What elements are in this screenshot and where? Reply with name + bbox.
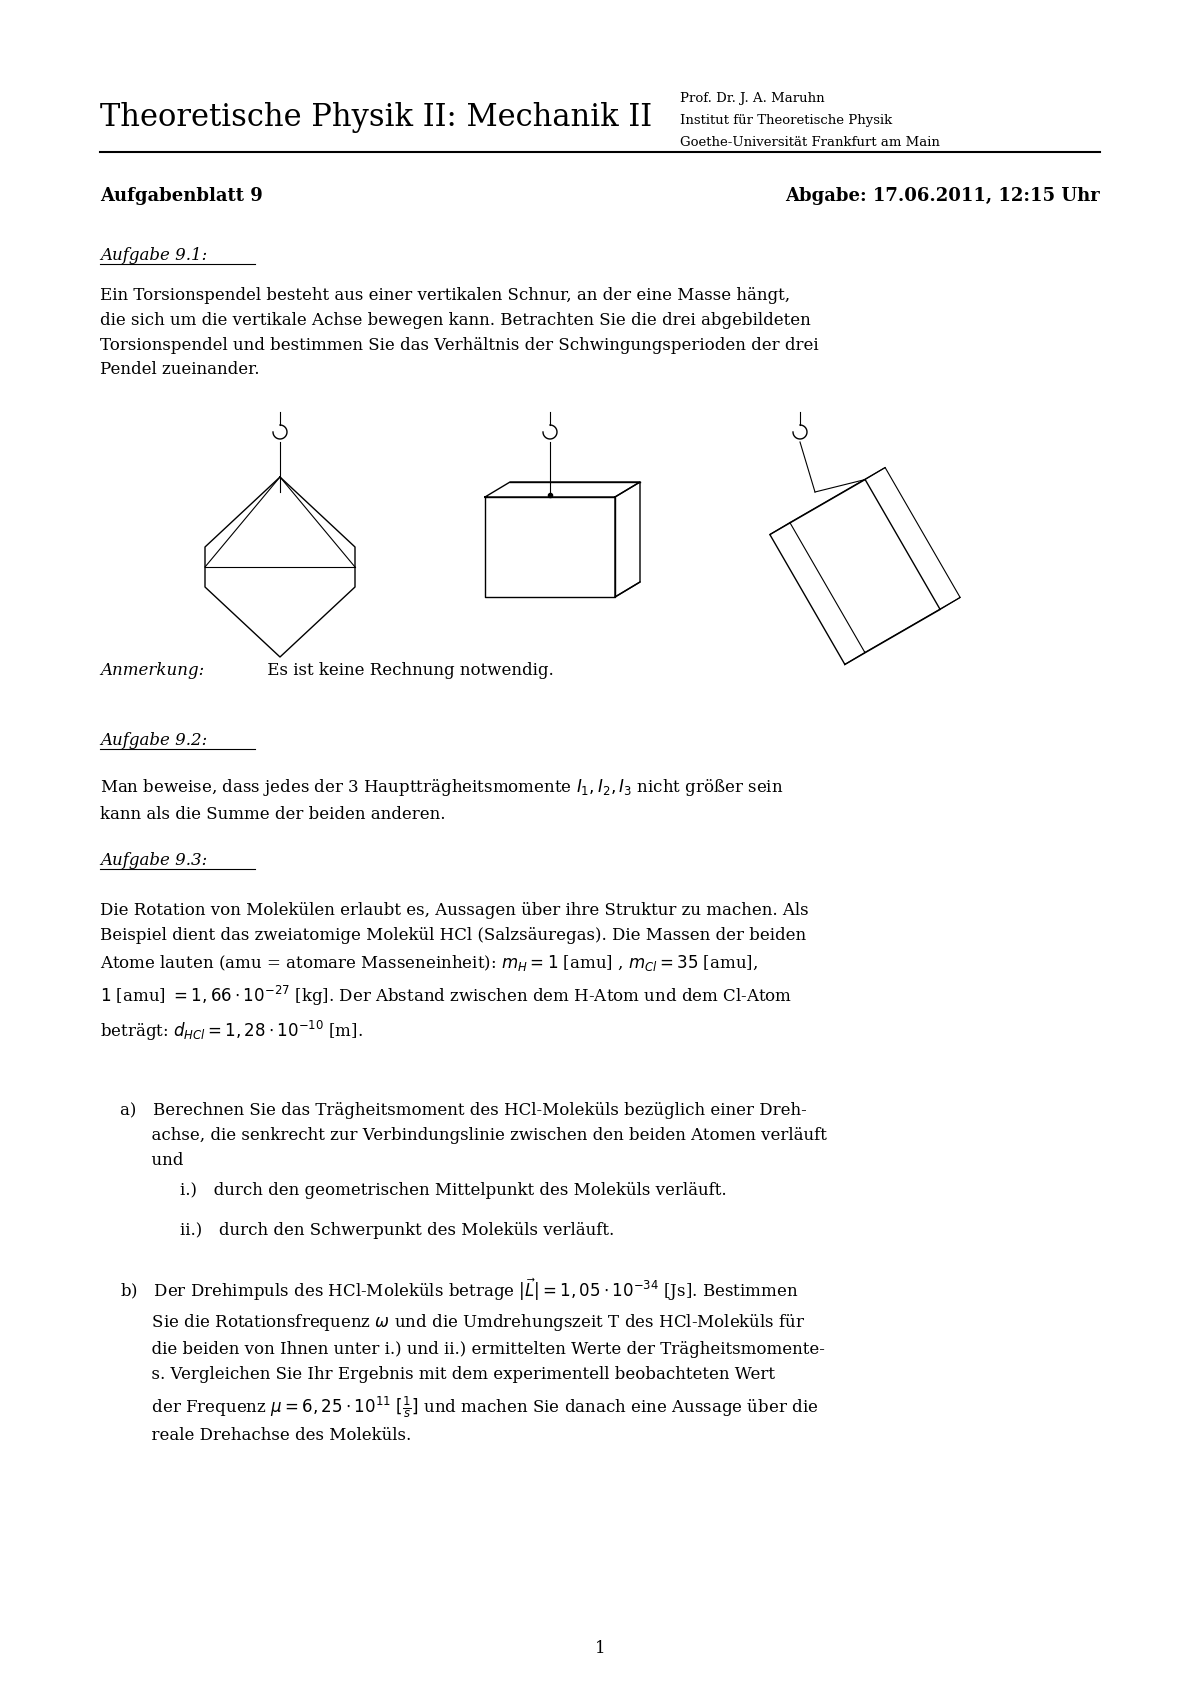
Text: Aufgabe 9.1:: Aufgabe 9.1: xyxy=(100,248,208,265)
Text: Prof. Dr. J. A. Maruhn: Prof. Dr. J. A. Maruhn xyxy=(680,92,824,105)
Text: Es ist keine Rechnung notwendig.: Es ist keine Rechnung notwendig. xyxy=(262,662,553,679)
Text: a) Berechnen Sie das Trägheitsmoment des HCl-Moleküls bezüglich einer Dreh-
    : a) Berechnen Sie das Trägheitsmoment des… xyxy=(120,1101,827,1169)
Text: Die Rotation von Molekülen erlaubt es, Aussagen über ihre Struktur zu machen. Al: Die Rotation von Molekülen erlaubt es, A… xyxy=(100,903,809,1042)
Text: Goethe-Universität Frankfurt am Main: Goethe-Universität Frankfurt am Main xyxy=(680,136,940,149)
Text: Institut für Theoretische Physik: Institut für Theoretische Physik xyxy=(680,114,893,127)
Text: Man beweise, dass jedes der 3 Hauptträgheitsmomente $I_1, I_2, I_3$ nicht größer: Man beweise, dass jedes der 3 Hauptträgh… xyxy=(100,777,784,823)
Text: i.) durch den geometrischen Mittelpunkt des Moleküls verläuft.: i.) durch den geometrischen Mittelpunkt … xyxy=(180,1183,727,1200)
Text: Theoretische Physik II: Mechanik II: Theoretische Physik II: Mechanik II xyxy=(100,102,652,132)
Text: Aufgabe 9.2:: Aufgabe 9.2: xyxy=(100,731,208,748)
Text: b) Der Drehimpuls des HCl-Moleküls betrage $|\vec{L}| = 1,05 \cdot 10^{-34}$ [Js: b) Der Drehimpuls des HCl-Moleküls betra… xyxy=(120,1278,824,1444)
Text: 1: 1 xyxy=(595,1639,605,1656)
Text: Ein Torsionspendel besteht aus einer vertikalen Schnur, an der eine Masse hängt,: Ein Torsionspendel besteht aus einer ver… xyxy=(100,287,818,378)
Text: Anmerkung:: Anmerkung: xyxy=(100,662,204,679)
Text: ii.) durch den Schwerpunkt des Moleküls verläuft.: ii.) durch den Schwerpunkt des Moleküls … xyxy=(180,1222,614,1239)
Text: Abgabe: 17.06.2011, 12:15 Uhr: Abgabe: 17.06.2011, 12:15 Uhr xyxy=(785,187,1100,205)
Text: Aufgabe 9.3:: Aufgabe 9.3: xyxy=(100,852,208,869)
Text: Aufgabenblatt 9: Aufgabenblatt 9 xyxy=(100,187,263,205)
